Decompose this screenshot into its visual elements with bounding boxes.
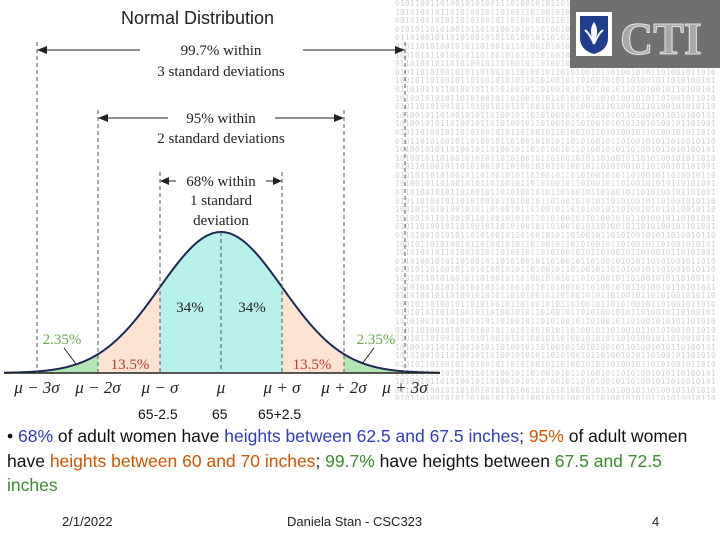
bracket-3sd-line2: 3 standard deviations xyxy=(157,64,285,80)
logo-text: CTI xyxy=(620,13,702,64)
pct-95: 95% xyxy=(528,426,564,446)
text-segment-8: ; xyxy=(315,450,326,471)
annotation-mean: 65 xyxy=(212,406,228,422)
bullet-symbol: • xyxy=(7,426,14,446)
text-segment-2: of adult women have xyxy=(53,426,225,446)
bullet-text: • 68% of adult women have heights betwee… xyxy=(7,424,712,498)
label-2-35-right: 2.35% xyxy=(357,332,396,348)
pointer-left xyxy=(63,347,77,365)
binary-background: 0101100110100101010011101001010110100110… xyxy=(395,0,716,400)
label-2-35-left: 2.35% xyxy=(43,332,82,348)
label-13-5-left: 13.5% xyxy=(111,357,150,373)
text-segment-4: ; xyxy=(519,426,529,446)
footer-page-number: 4 xyxy=(652,514,660,529)
bracket-3sd: 99.7% within 3 standard deviations xyxy=(37,43,405,80)
sd-guides xyxy=(36,42,406,373)
bracket-1sd-line1: 68% within xyxy=(186,174,256,190)
bracket-1sd-line2: 1 standard xyxy=(190,193,253,209)
pct-99-7: 99.7% xyxy=(325,450,375,471)
pct-68: 68% xyxy=(18,426,54,446)
bracket-1sd: 68% within 1 standard deviation xyxy=(160,174,282,229)
normal-distribution-figure: Normal Distribution 99.7% within 3 st xyxy=(3,8,441,397)
axis-label-minus-2sd: μ − 2σ xyxy=(74,378,121,397)
figure-title: Normal Distribution xyxy=(121,8,274,28)
range-95: heights between 60 and 70 inches xyxy=(49,450,316,471)
tail-left-region xyxy=(37,354,98,373)
text-segment-10: have heights between xyxy=(374,450,555,471)
bracket-2sd-line2: 2 standard deviations xyxy=(157,131,285,147)
axis-label-plus-3sd: μ + 3σ xyxy=(381,378,428,397)
label-34-right: 34% xyxy=(238,300,266,316)
cti-logo: CTI xyxy=(570,0,720,68)
bracket-1sd-line3: deviation xyxy=(193,213,249,229)
axis-label-mean: μ xyxy=(216,378,226,397)
axis-label-minus-3sd: μ − 3σ xyxy=(13,378,60,397)
footer-date: 2/1/2022 xyxy=(62,514,113,529)
footer-author: Daniela Stan - CSC323 xyxy=(287,514,423,529)
label-34-left: 34% xyxy=(176,300,204,316)
axis-label-plus-1sd: μ + σ xyxy=(263,378,302,397)
axis-label-plus-2sd: μ + 2σ xyxy=(320,378,367,397)
range-99-7: 67.5 and 72.5 inches xyxy=(7,450,662,496)
bracket-3sd-line1: 99.7% within xyxy=(181,43,262,59)
text-segment-6: of adult women have xyxy=(7,426,688,471)
bracket-2sd-line1: 95% within xyxy=(186,111,256,127)
label-13-5-right: 13.5% xyxy=(293,357,332,373)
tail-right-region xyxy=(344,354,405,373)
range-68: heights between 62.5 and 67.5 inches xyxy=(224,426,520,446)
annotation-minus: 65-2.5 xyxy=(138,406,178,422)
axis-label-minus-1sd: μ − σ xyxy=(141,378,180,397)
annotation-plus: 65+2.5 xyxy=(258,406,302,422)
bell-curve xyxy=(3,230,441,374)
pointer-right xyxy=(361,347,375,365)
cti-logo-graphic: CTI xyxy=(570,0,720,68)
bracket-2sd: 95% within 2 standard deviations xyxy=(98,111,344,147)
